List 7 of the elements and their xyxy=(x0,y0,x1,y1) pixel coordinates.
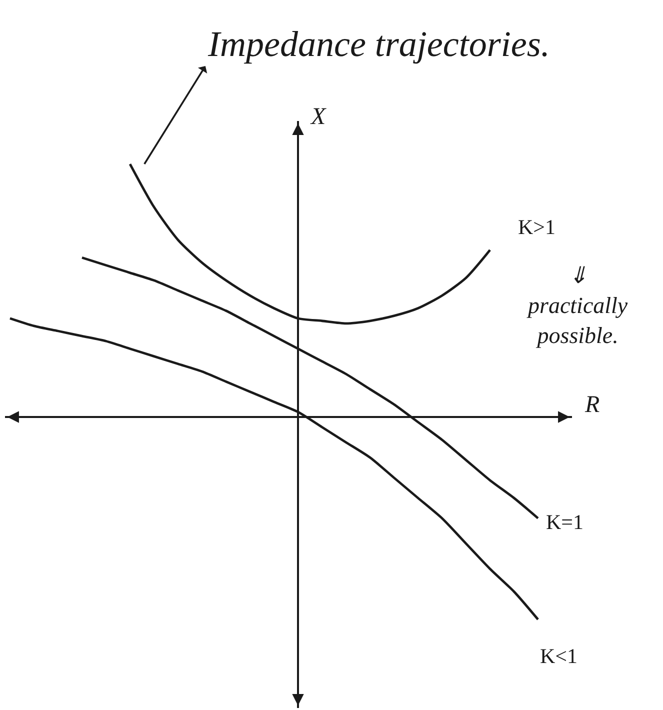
y-axis-title: X xyxy=(310,104,327,130)
series-label: K=1 xyxy=(546,510,584,534)
annotation: ⇓ practically possible. xyxy=(526,263,628,348)
series-label: K<1 xyxy=(540,644,578,668)
text: Impedance trajectories. xyxy=(207,24,550,64)
x-axis-title: R xyxy=(584,392,600,418)
series-label: K>1 xyxy=(518,215,556,239)
